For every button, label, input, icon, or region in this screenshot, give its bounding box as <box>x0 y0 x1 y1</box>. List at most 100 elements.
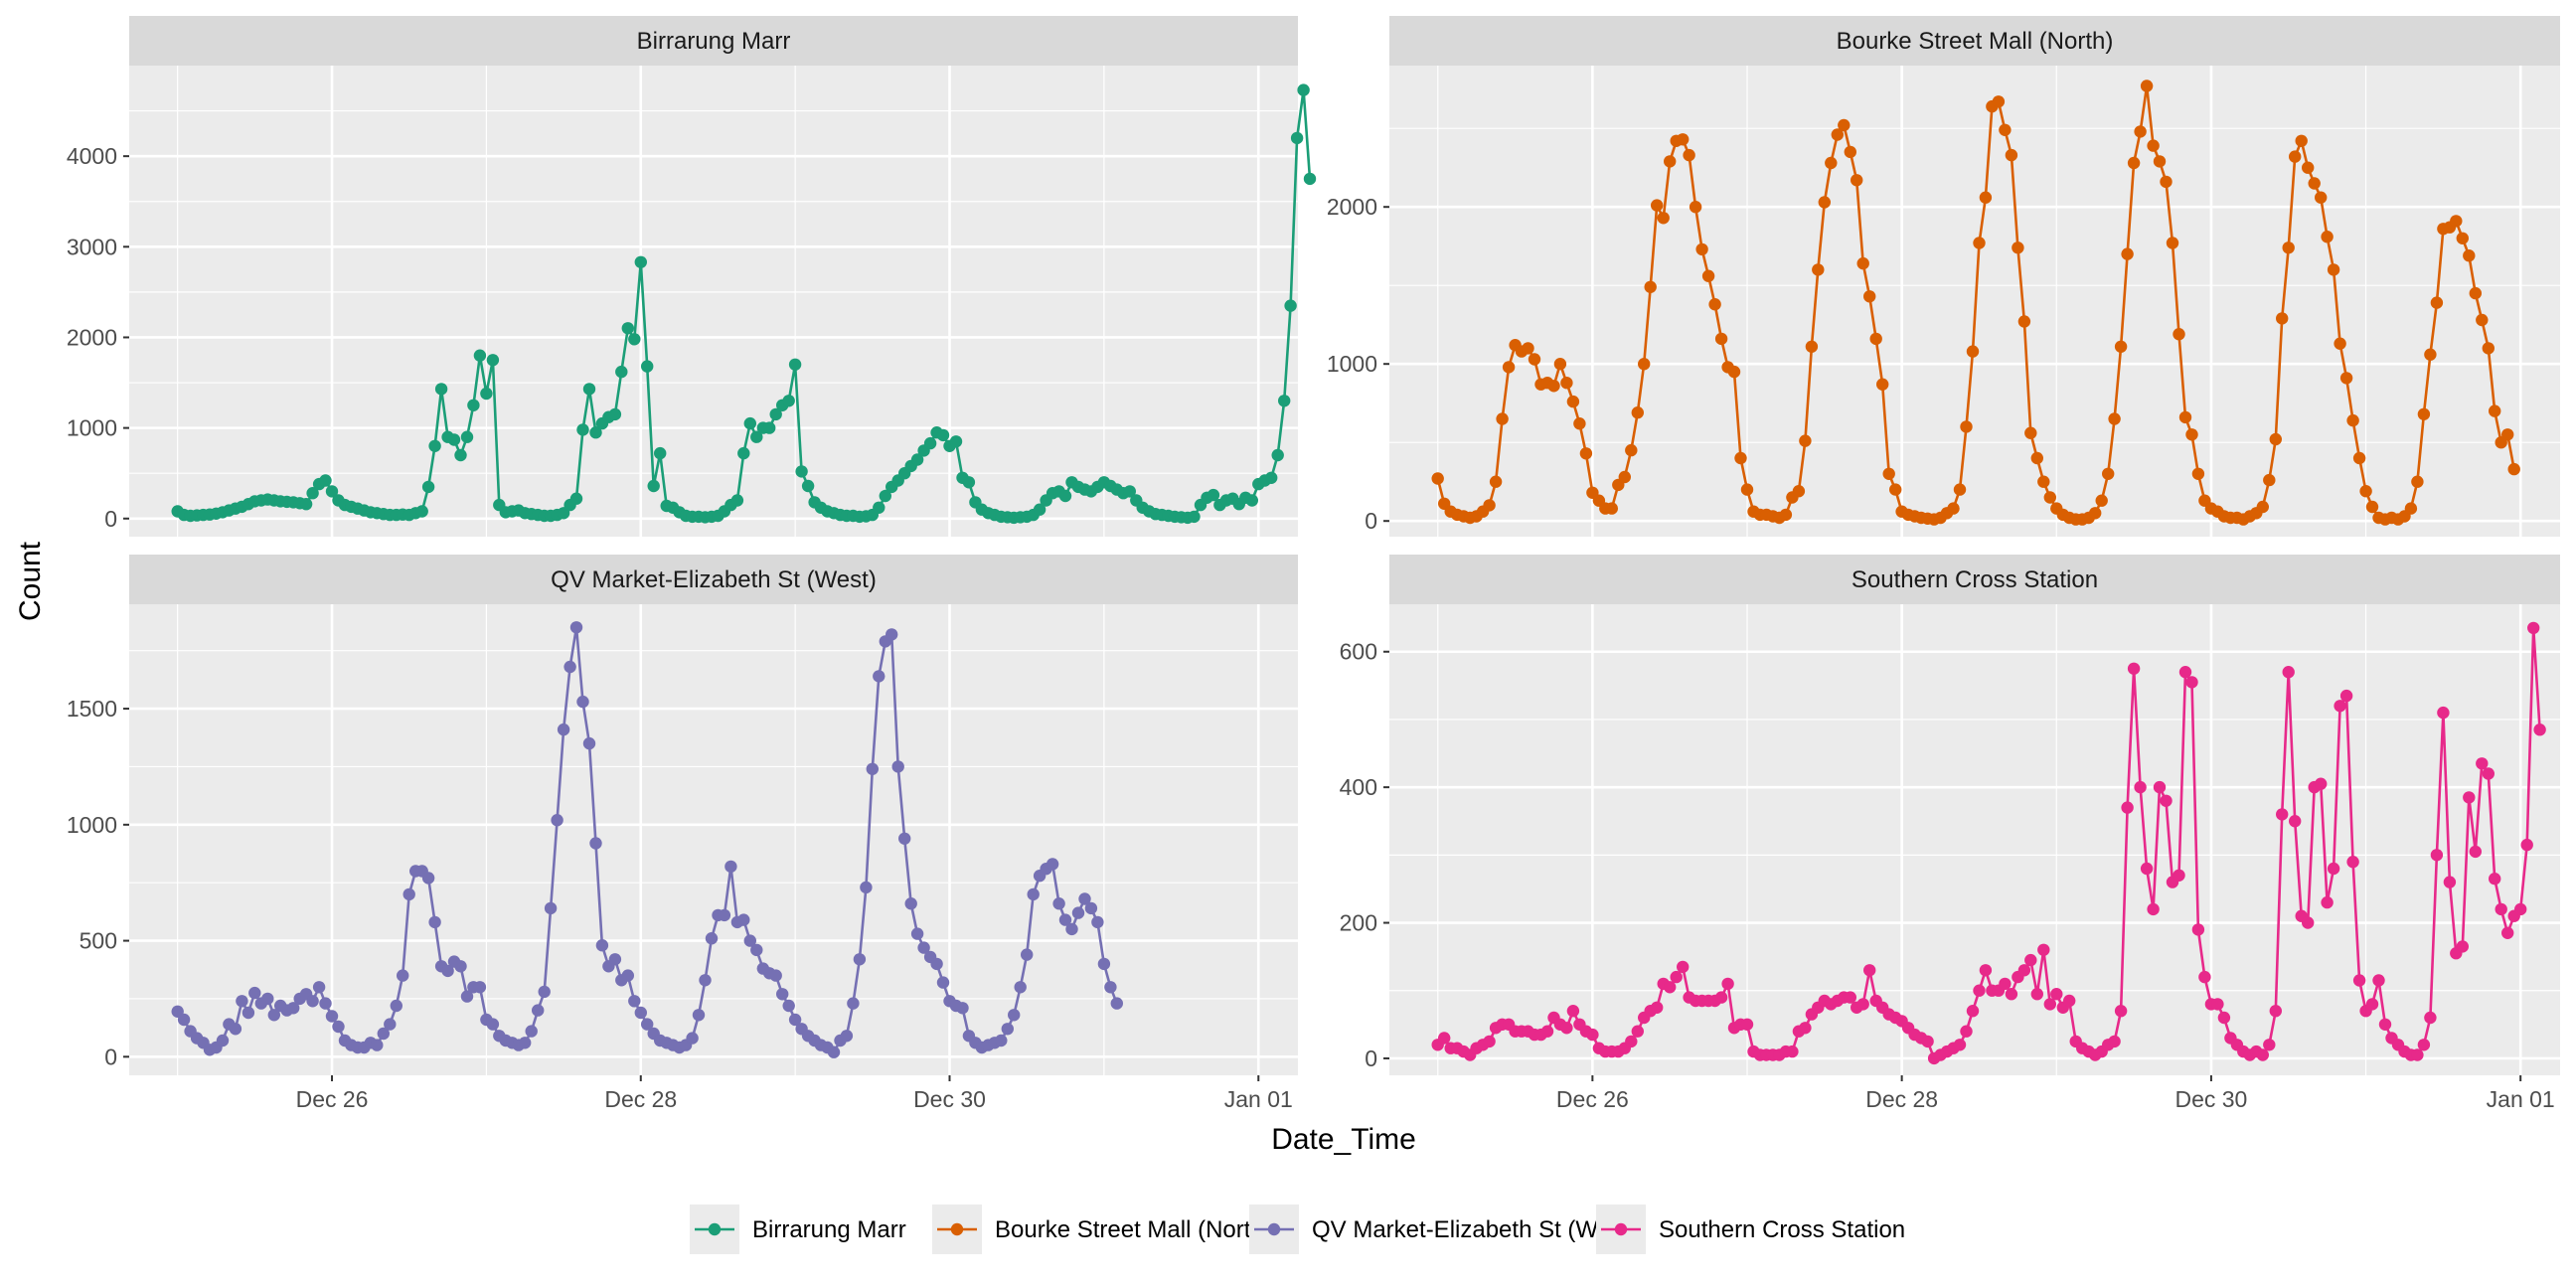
data-point <box>2315 191 2328 204</box>
data-point <box>2178 666 2192 679</box>
data-point <box>1207 488 1220 502</box>
data-point <box>1097 957 1111 971</box>
data-point <box>2050 988 2063 1001</box>
data-point <box>1695 242 1708 256</box>
data-point <box>2282 242 2295 254</box>
data-point <box>177 1013 191 1027</box>
data-point <box>1547 380 1560 393</box>
data-point <box>1714 991 1728 1004</box>
legend-key-point <box>1267 1222 1281 1236</box>
data-point <box>2476 313 2489 327</box>
data-point <box>2424 348 2437 361</box>
data-point <box>788 1013 802 1027</box>
x-tick-label: Dec 26 <box>296 1086 369 1112</box>
data-point <box>467 399 480 411</box>
data-point <box>2417 1039 2431 1051</box>
data-point <box>1979 191 1993 204</box>
data-point <box>2514 902 2527 916</box>
y-tick-label: 4000 <box>67 143 117 169</box>
data-point <box>2173 869 2185 882</box>
data-point <box>2263 473 2276 487</box>
data-point <box>2456 940 2469 953</box>
data-point <box>2489 404 2501 417</box>
data-point <box>2063 994 2076 1008</box>
data-point <box>2359 485 2372 498</box>
data-point <box>1078 892 1091 905</box>
data-point <box>2037 475 2050 488</box>
legend-key-point <box>708 1222 722 1236</box>
data-point <box>2411 475 2424 488</box>
data-point <box>1065 922 1078 936</box>
data-point <box>641 1018 654 1031</box>
strip-qv-market-elizabeth-st-west <box>129 555 1298 604</box>
data-point <box>2173 328 2185 341</box>
data-point <box>2121 247 2134 260</box>
y-tick-label: 400 <box>1340 774 1377 800</box>
data-point <box>261 992 274 1006</box>
data-point <box>1869 332 1882 346</box>
data-point <box>1483 499 1496 512</box>
data-point <box>776 988 789 1001</box>
data-point <box>1947 502 1960 515</box>
data-point <box>1889 483 1902 496</box>
data-point <box>267 1009 280 1022</box>
strip-birrarung-marr <box>129 16 1298 66</box>
data-point <box>1438 1032 1451 1045</box>
data-point <box>1631 406 1645 419</box>
data-point <box>1792 485 1806 498</box>
data-point <box>1625 1035 1638 1048</box>
data-point <box>2339 689 2353 703</box>
data-point <box>1999 123 2012 136</box>
data-point <box>428 915 441 929</box>
data-point <box>1876 378 1889 391</box>
data-point <box>2147 902 2160 916</box>
data-point <box>743 416 756 430</box>
data-point <box>532 1004 545 1017</box>
data-point <box>634 1006 647 1020</box>
data-point <box>312 981 326 994</box>
x-tick-label: Jan 01 <box>1224 1086 1293 1112</box>
data-point <box>2365 998 2379 1011</box>
data-point <box>390 999 402 1013</box>
data-point <box>1851 174 1863 187</box>
data-point <box>2527 621 2540 635</box>
data-point <box>1953 483 1967 496</box>
data-point <box>538 985 551 999</box>
data-point <box>737 913 750 926</box>
data-point <box>879 489 891 503</box>
data-point <box>576 695 589 709</box>
data-point <box>1973 237 1986 249</box>
data-point <box>2127 662 2141 675</box>
data-point <box>1644 280 1657 293</box>
data-point <box>936 428 950 442</box>
data-point <box>332 1020 345 1034</box>
data-point <box>1805 340 1819 353</box>
data-point <box>2430 849 2444 862</box>
data-point <box>2276 312 2289 325</box>
data-point <box>917 941 930 954</box>
legend-label: Bourke Street Mall (North) <box>995 1216 1272 1243</box>
data-point <box>801 479 815 493</box>
data-point <box>2417 407 2431 420</box>
data-point <box>634 255 647 268</box>
data-point <box>699 974 712 987</box>
data-point <box>2030 451 2043 465</box>
data-point <box>1014 981 1027 994</box>
data-point <box>299 498 313 511</box>
data-point <box>2411 1048 2424 1061</box>
data-point <box>2327 263 2340 276</box>
legend-label: Southern Cross Station <box>1659 1216 1905 1243</box>
data-point <box>2166 237 2179 249</box>
data-point <box>1071 906 1085 919</box>
data-point <box>769 969 782 982</box>
data-point <box>2443 876 2457 888</box>
data-point <box>2191 467 2205 480</box>
data-point <box>1831 128 1845 141</box>
data-point <box>2302 916 2315 929</box>
data-point <box>1579 447 1593 460</box>
data-point <box>2327 862 2340 876</box>
data-point <box>2469 286 2482 300</box>
data-point <box>486 354 500 367</box>
data-point <box>1540 1025 1554 1038</box>
